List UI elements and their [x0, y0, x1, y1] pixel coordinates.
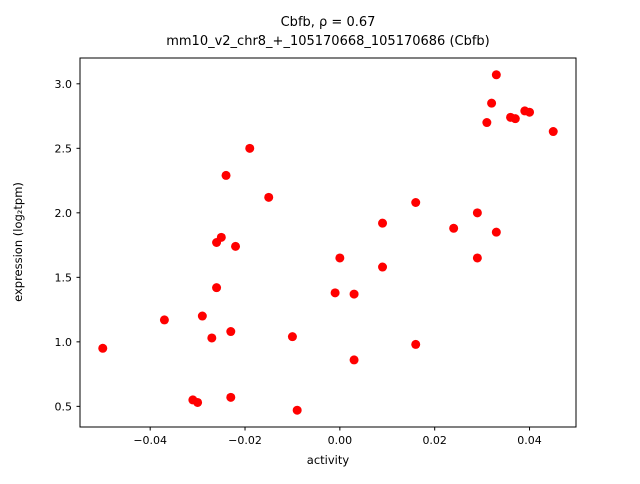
data-point — [231, 241, 241, 251]
data-point — [212, 283, 222, 293]
y-tick-label: 3.0 — [55, 78, 73, 91]
data-point — [193, 397, 203, 407]
data-point — [378, 218, 388, 228]
chart-subtitle: mm10_v2_chr8_+_105170668_105170686 (Cbfb… — [166, 34, 490, 49]
data-point — [472, 208, 482, 218]
data-point — [411, 339, 421, 349]
y-tick-label: 2.0 — [55, 207, 73, 220]
data-point — [159, 315, 169, 325]
y-axis-ticks: 0.5 1.0 1.5 2.0 2.5 3.0 — [55, 78, 80, 413]
y-tick-label: 0.5 — [55, 400, 73, 413]
data-point — [472, 253, 482, 263]
x-tick-label: −0.02 — [228, 434, 262, 447]
data-point — [487, 98, 497, 108]
y-tick-label: 1.0 — [55, 336, 73, 349]
data-point — [378, 262, 388, 272]
data-point — [197, 311, 207, 321]
data-point — [349, 355, 359, 365]
data-point — [335, 253, 345, 263]
data-point — [216, 232, 226, 242]
data-point — [226, 327, 236, 337]
data-point — [349, 289, 359, 299]
x-tick-label: 0.02 — [422, 434, 447, 447]
data-point — [491, 70, 501, 80]
x-tick-label: −0.04 — [133, 434, 167, 447]
x-tick-label: 0.04 — [517, 434, 542, 447]
data-point — [245, 143, 255, 153]
data-point — [226, 392, 236, 402]
data-point — [98, 343, 108, 353]
plot-area — [79, 57, 577, 428]
data-point — [525, 107, 535, 117]
x-tick-label: 0.00 — [328, 434, 353, 447]
data-point — [221, 170, 231, 180]
data-point — [510, 114, 520, 124]
data-points — [98, 70, 558, 415]
data-point — [482, 118, 492, 128]
y-tick-label: 2.5 — [55, 142, 73, 155]
y-axis-label: expression (log₂tpm) — [11, 182, 25, 302]
data-point — [449, 223, 459, 233]
data-point — [264, 192, 274, 202]
y-tick-label: 1.5 — [55, 271, 73, 284]
data-point — [491, 227, 501, 237]
x-axis-ticks: −0.04 −0.02 0.00 0.02 0.04 — [133, 427, 542, 447]
data-point — [207, 333, 217, 343]
data-point — [292, 405, 302, 415]
chart-title: Cbfb, ρ = 0.67 — [281, 15, 376, 30]
data-point — [548, 127, 558, 137]
data-point — [411, 198, 421, 208]
data-point — [330, 288, 340, 298]
x-axis-label: activity — [307, 453, 350, 467]
data-point — [287, 332, 297, 342]
